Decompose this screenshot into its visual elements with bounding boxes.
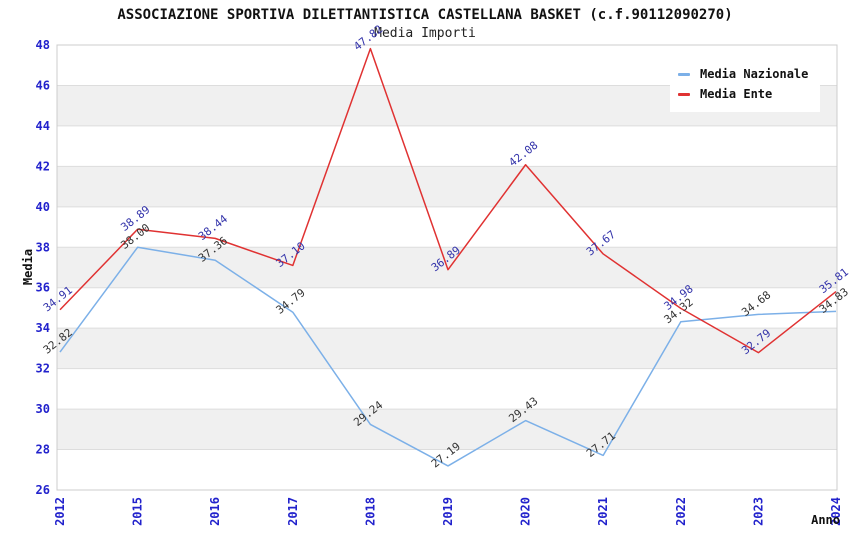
y-tick-label: 26 — [36, 483, 50, 497]
legend-label: Media Nazionale — [700, 67, 809, 81]
plot-band — [57, 206, 837, 248]
plot-band — [57, 287, 837, 329]
legend: Media Nazionale Media Ente — [670, 57, 821, 112]
series-line-media-nazionale — [59, 246, 837, 467]
chart-subtitle: Media Importi — [374, 26, 476, 41]
plot-band — [57, 409, 837, 450]
x-tick-label: 2017 — [286, 497, 300, 526]
y-tick-label: 42 — [36, 159, 50, 173]
plot-band — [57, 166, 837, 207]
x-axis-label: Anno — [811, 513, 840, 527]
y-axis-label: Media — [21, 248, 35, 286]
legend-line-sample-nazionale — [678, 72, 690, 76]
x-tick-label: 2015 — [131, 497, 145, 526]
y-tick-label: 38 — [36, 240, 50, 254]
y-tick-label: 32 — [36, 362, 50, 376]
y-tick-label: 34 — [36, 321, 50, 335]
plot-border — [56, 44, 838, 491]
x-tick-label: 2024 — [829, 497, 843, 526]
y-tick-label: 44 — [36, 119, 50, 133]
series-line-media-ente — [59, 47, 837, 354]
plot-band — [57, 368, 837, 410]
x-tick-label: 2016 — [208, 497, 222, 526]
y-tick-label: 46 — [36, 78, 50, 92]
x-tick-label: 2021 — [596, 497, 610, 526]
legend-line-sample-ente — [678, 92, 690, 96]
legend-label: Media Ente — [700, 87, 773, 101]
x-tick-label: 2022 — [674, 497, 688, 526]
y-tick-label: 40 — [36, 200, 50, 214]
x-tick-label: 2020 — [519, 497, 533, 526]
plot-band — [57, 449, 837, 490]
x-tick-label: 2019 — [441, 497, 455, 526]
x-tick-label: 2018 — [363, 497, 377, 526]
plot-band — [57, 328, 837, 369]
y-tick-label: 28 — [36, 443, 50, 457]
y-tick-label: 30 — [36, 402, 50, 416]
y-tick-label: 48 — [36, 38, 50, 52]
legend-item-media-nazionale: Media Nazionale — [678, 64, 808, 84]
legend-item-media-ente: Media Ente — [678, 84, 808, 104]
x-tick-label: 2012 — [53, 497, 67, 526]
x-tick-label: 2023 — [751, 497, 765, 526]
plot-band — [57, 125, 837, 167]
y-tick-label: 36 — [36, 281, 50, 295]
chart-title: ASSOCIAZIONE SPORTIVA DILETTANTISTICA CA… — [117, 7, 733, 23]
